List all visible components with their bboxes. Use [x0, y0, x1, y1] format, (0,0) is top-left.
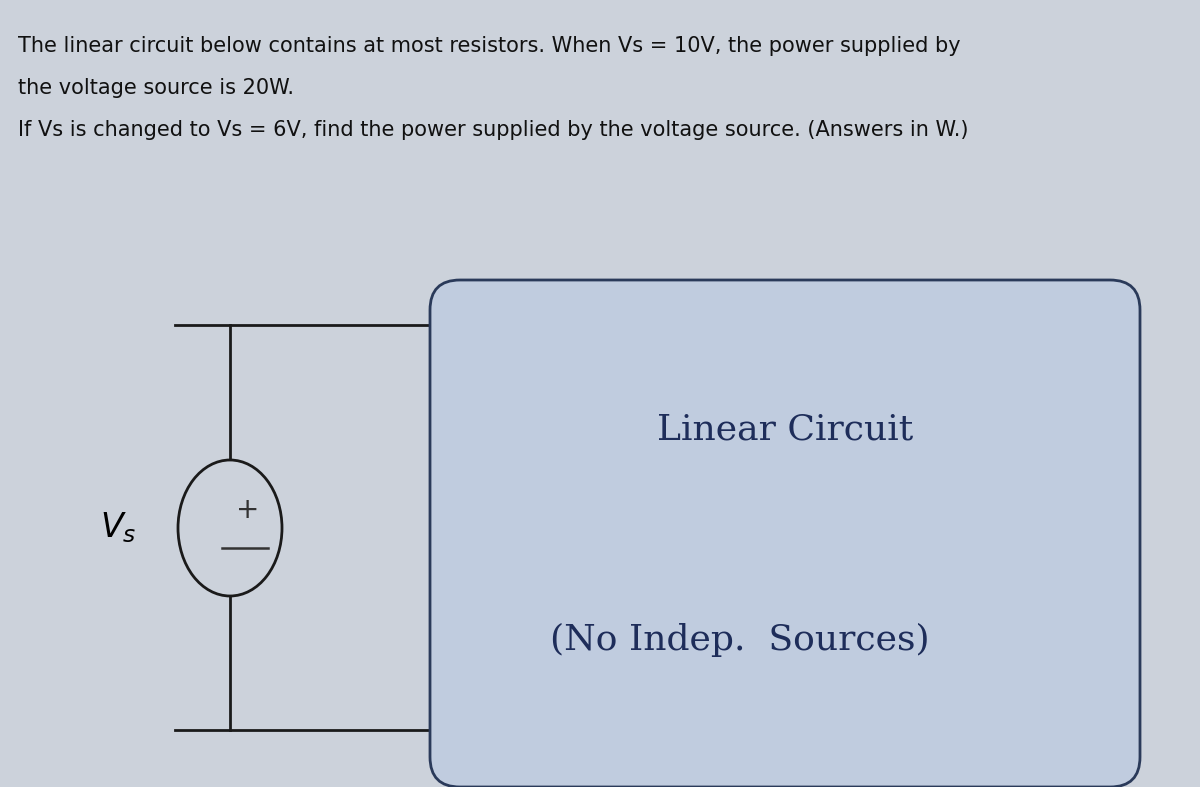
FancyBboxPatch shape: [430, 280, 1140, 787]
Text: +: +: [236, 496, 259, 524]
Text: Linear Circuit: Linear Circuit: [656, 413, 913, 447]
Text: The linear circuit below contains at most resistors. When Vs = 10V, the power su: The linear circuit below contains at mos…: [18, 35, 961, 56]
Text: $V_s$: $V_s$: [100, 511, 137, 545]
Text: the voltage source is 20W.: the voltage source is 20W.: [18, 78, 294, 98]
Text: If Vs is changed to Vs = 6V, find the power supplied by the voltage source. (Ans: If Vs is changed to Vs = 6V, find the po…: [18, 120, 968, 139]
Text: (No Indep.  Sources): (No Indep. Sources): [550, 623, 930, 657]
Ellipse shape: [178, 460, 282, 596]
